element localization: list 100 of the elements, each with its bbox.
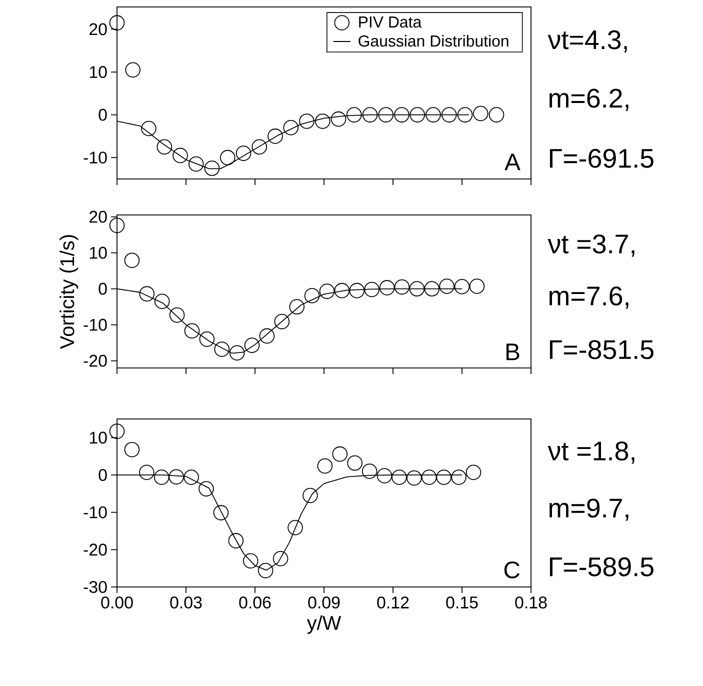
y-tick-label: 0 [98,108,107,121]
legend-label: Gaussian Distribution [358,34,508,47]
point [364,282,380,298]
point [244,338,260,353]
y-axis-title: Vorticity (1/s) [60,235,78,349]
x-tick-label: 0.15 [446,596,478,608]
point [376,468,392,484]
annotation: A [504,154,520,170]
point [109,218,125,234]
point [220,150,236,166]
y-tick-label: 10 [90,246,107,259]
x-tick-label: 0.12 [377,596,409,608]
point [472,106,488,122]
point [109,15,125,30]
y-tick-label: -10 [84,152,107,164]
point [274,314,290,330]
y-tick-label: 0 [98,468,107,481]
point [198,481,214,496]
point [317,458,333,474]
x-tick-label: 0.00 [101,596,133,608]
y-tick-label: -10 [84,318,107,331]
point [229,345,245,361]
text: νt=4.3, [548,30,627,52]
point [314,114,330,129]
point [199,332,215,347]
point [124,442,140,458]
point [272,550,288,566]
point [426,107,441,122]
y-tick-label: 20 [90,210,107,223]
point [242,553,258,568]
point [168,469,184,484]
point [392,470,407,485]
y-tick-label: 0 [98,282,107,295]
point [451,470,466,485]
point [378,107,394,122]
point [330,111,346,127]
x-axis-title: y/W [306,615,342,634]
point [288,520,303,536]
point [252,139,268,155]
point [441,107,457,122]
point [154,470,170,485]
point [394,107,410,122]
x-tick-label: 0.09 [308,596,340,608]
point [289,299,305,314]
point [488,107,504,122]
point [283,120,299,136]
text: Γ=-851.5 [550,340,654,360]
point [213,505,229,520]
point [410,107,426,122]
point [184,323,200,339]
point [188,156,204,172]
x-tick-label: 0.18 [515,596,547,608]
x-tick-label: 0.03 [170,596,202,608]
text: Γ=-691.5 [550,148,654,168]
text: Γ=-589.5 [550,557,654,576]
point [469,278,485,294]
point [154,294,170,310]
point [214,342,230,357]
point [457,107,473,122]
point [204,160,220,176]
point [124,252,140,268]
point [302,488,318,504]
point [394,279,410,295]
point [156,139,172,155]
point [172,148,188,164]
point [379,280,395,296]
point [236,146,252,161]
point [421,470,437,485]
point [436,470,452,485]
point [424,281,440,296]
text: m=7.6, [550,286,628,309]
y-tick-label: 10 [90,432,107,444]
point [299,114,314,129]
point [454,278,470,294]
y-tick-label: -20 [84,544,107,556]
point [466,464,482,480]
y-tick-label: -30 [84,580,107,593]
point [362,464,378,479]
point [406,470,422,486]
point [125,62,141,78]
point [439,278,454,294]
point [347,455,362,471]
legend-label: PIV Data [359,16,422,28]
annotation: B [506,344,520,360]
point [346,107,362,122]
point [334,282,350,298]
text: νt =1.8, [548,441,634,464]
point [139,464,154,480]
text: νt =3.7, [548,234,634,257]
point [109,424,125,439]
text: m=9.7, [550,498,628,521]
point [304,288,320,304]
annotation: C [504,561,520,578]
point [139,286,155,302]
y-tick-label: -10 [84,506,107,518]
text: m=6.2, [550,88,628,111]
point [409,281,425,296]
point [259,328,275,344]
y-tick-label: 20 [90,23,107,36]
point [228,533,244,548]
